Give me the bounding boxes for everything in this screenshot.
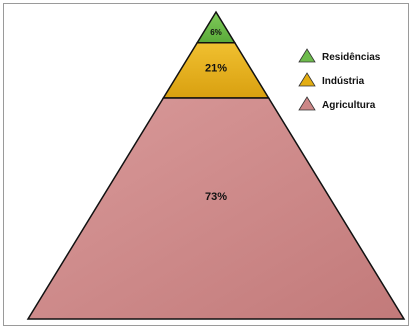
legend-label-industria: Indústria xyxy=(322,76,365,87)
legend-swatch-residencias xyxy=(298,48,316,63)
pyramid-chart: 6% 21% 73% Residências Indústria Agricultura xyxy=(26,10,406,320)
pyramid-segments: 6% 21% 73% xyxy=(26,10,406,320)
data-label-residencias: 6% xyxy=(210,28,222,37)
legend-label-agricultura: Agricultura xyxy=(322,100,376,111)
legend-label-residencias: Residências xyxy=(322,52,381,63)
data-label-industria: 21% xyxy=(205,63,227,75)
data-label-agricultura: 73% xyxy=(205,191,227,203)
legend: Residências Indústria Agricultura xyxy=(298,48,381,111)
chart-frame: 6% 21% 73% Residências Indústria Agricultura xyxy=(3,3,409,326)
segment-agricultura xyxy=(26,97,406,320)
legend-swatch-agricultura xyxy=(298,96,316,111)
legend-swatch-industria xyxy=(298,72,316,87)
